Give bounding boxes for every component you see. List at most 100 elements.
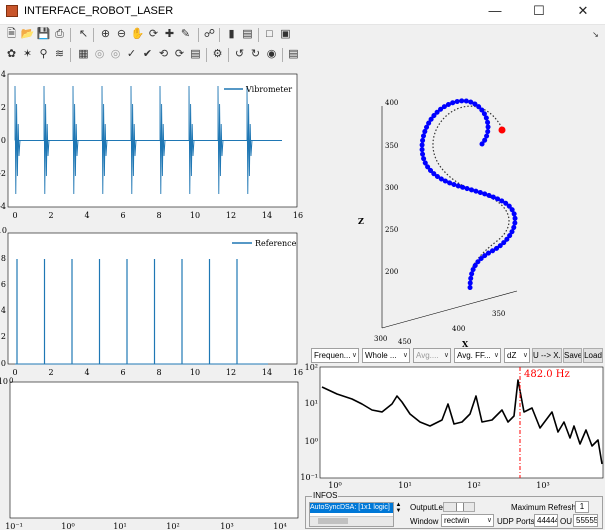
slider-thumb[interactable] <box>456 503 464 511</box>
tool-l-icon[interactable]: ▤ <box>190 48 201 60</box>
reference-axes <box>7 232 298 365</box>
y-tick: 0 <box>9 377 13 385</box>
x-tick: 6 <box>120 211 125 220</box>
new-figure-icon[interactable]: 🗎 <box>7 28 16 40</box>
ou-label: OU <box>560 517 572 526</box>
link-icon[interactable]: ☍ <box>203 28 216 40</box>
data-cursor-icon[interactable]: ✚ <box>164 28 175 40</box>
tool-i-icon[interactable]: ✔ <box>142 48 153 60</box>
tool-q-icon[interactable]: ▤ <box>288 48 299 60</box>
tool-p-icon[interactable]: ◉ <box>266 48 277 60</box>
legend-icon[interactable]: ▤ <box>242 28 253 40</box>
x-tick: 16 <box>293 368 303 377</box>
max-refresh-label: Maximum Refresh <box>511 503 576 512</box>
x-tick: 12 <box>226 368 236 377</box>
y-tick: 300 <box>374 335 387 343</box>
vibration-burst <box>246 85 253 195</box>
reference-plot[interactable]: 10 8 6 4 2 0 0 2 4 6 8 10 12 14 16 Refer… <box>0 225 303 385</box>
vibration-burst <box>101 85 108 195</box>
tool-d-icon[interactable]: ≋ <box>54 48 65 60</box>
udp-port-out-input[interactable]: 55555 <box>573 514 598 527</box>
x-tick: 8 <box>156 368 161 377</box>
tool-k-icon[interactable]: ⟳ <box>174 48 185 60</box>
pan-icon[interactable]: ✋ <box>130 28 145 40</box>
x-tick: 10³ <box>220 522 233 530</box>
x-tick: 6 <box>120 368 125 377</box>
close-button[interactable]: ✕ <box>577 3 589 18</box>
toolbar-overflow-icon[interactable]: ↘ <box>592 30 599 39</box>
y-tick: 10⁰ <box>305 437 318 446</box>
y-tick: 0 <box>1 359 6 368</box>
maximize-button[interactable]: ☐ <box>533 3 545 18</box>
tool-c-icon[interactable]: ⚲ <box>39 48 48 60</box>
x-tick: 14 <box>262 211 272 220</box>
x-tick: 4 <box>84 211 89 220</box>
settings-icon[interactable]: ⚙ <box>212 48 223 60</box>
output-level-label: OutputLe <box>410 503 443 512</box>
log-axes <box>9 381 299 519</box>
vibrometer-plot[interactable]: 4 2 0 -2 -4 0 2 4 6 8 10 12 14 16 Vibrom… <box>0 66 303 226</box>
load-button[interactable]: Load <box>583 348 603 363</box>
infos-list-item[interactable]: AutoSyncDSA: [1x1 logic] <box>310 503 393 513</box>
save-icon[interactable]: 💾 <box>36 28 51 40</box>
avg-select[interactable]: Avg.... ∨ <box>413 348 451 363</box>
vibration-burst <box>43 85 50 195</box>
pointer-icon[interactable]: ↖ <box>78 28 89 40</box>
vibration-burst <box>159 85 166 195</box>
tool-g-icon[interactable]: ◎ <box>110 48 121 60</box>
infos-listbox[interactable]: AutoSyncDSA: [1x1 logic] <box>309 502 394 527</box>
tool-o-icon[interactable]: ↻ <box>250 48 261 60</box>
brush-icon[interactable]: ✎ <box>180 28 191 40</box>
whole-select[interactable]: Whole ... ∨ <box>362 348 410 363</box>
tool-h-icon[interactable]: ✓ <box>126 48 137 60</box>
tool-b-icon[interactable]: ✶ <box>22 48 33 60</box>
listbox-spinner-icon[interactable]: ▲ ▼ <box>395 502 402 514</box>
avg-fft-select[interactable]: Avg. FF... ∨ <box>454 348 501 363</box>
reference-trajectory <box>432 105 510 282</box>
x-tick: 10² <box>166 522 179 530</box>
rotate-icon[interactable]: ⟳ <box>148 28 159 40</box>
scrollbar-thumb[interactable] <box>318 518 348 524</box>
y-tick: 2 <box>1 103 6 112</box>
save-button[interactable]: Save <box>563 348 582 363</box>
udp-port-in-input[interactable]: 44444 <box>534 514 558 527</box>
minimize-button[interactable]: — <box>488 3 502 18</box>
frequency-select[interactable]: Frequen... ∨ <box>311 348 359 363</box>
vibration-burst <box>72 85 79 195</box>
max-refresh-input[interactable]: 1 <box>575 501 589 513</box>
tool-f-icon[interactable]: ◎ <box>94 48 105 60</box>
output-level-slider[interactable] <box>443 502 475 512</box>
x-tick: 10⁰ <box>61 522 74 530</box>
window-label: Window <box>410 517 439 526</box>
colorbar-icon[interactable]: ▮ <box>228 28 235 40</box>
z-tick: 250 <box>385 226 398 234</box>
y-tick: -4 <box>0 202 6 211</box>
horizontal-scrollbar[interactable] <box>310 516 393 526</box>
print-icon[interactable]: ⎙ <box>55 28 64 40</box>
zoom-out-icon[interactable]: ⊖ <box>116 28 127 40</box>
custom-toolbar: ✿ ✶ ⚲ ≋ ▦ ◎ ◎ ✓ ✔ ⟲ ⟳ ▤ ⚙ ↺ ↻ ◉ ▤ <box>0 45 605 65</box>
u-to-x-button[interactable]: U --> X... <box>532 348 562 363</box>
z-axis-label: Z <box>358 216 364 226</box>
current-position-marker <box>498 126 506 134</box>
zoom-in-icon[interactable]: ⊕ <box>100 28 111 40</box>
hide-plot-tools-icon[interactable]: □ <box>266 28 273 40</box>
trajectory-3d-plot[interactable]: 400 350 300 250 200 Z 450 400 X 350 300 <box>302 66 605 349</box>
x-tick: 0 <box>12 211 17 220</box>
show-plot-tools-icon[interactable]: ▣ <box>280 28 291 40</box>
y-tick: 2 <box>1 332 6 341</box>
y-tick: 6 <box>1 280 6 289</box>
grid-icon[interactable]: ▦ <box>78 48 89 60</box>
window-select[interactable]: rectwin ∨ <box>441 514 494 527</box>
y-axis <box>461 290 518 307</box>
vibration-burst <box>130 85 137 195</box>
tool-a-icon[interactable]: ✿ <box>6 48 17 60</box>
x-axis-label: X <box>462 339 469 349</box>
spectrum-plot[interactable]: 10² 10¹ 10⁰ 10⁻¹ 10⁰ 10¹ 10² 10³ 482.0 H… <box>300 360 605 492</box>
open-icon[interactable]: 📂 <box>20 28 35 40</box>
y-tick: 4 <box>1 70 6 79</box>
tool-j-icon[interactable]: ⟲ <box>158 48 169 60</box>
dz-select[interactable]: dZ ∨ <box>504 348 530 363</box>
log-plot[interactable]: 10 0 10⁻¹ 10⁰ 10¹ 10² 10³ 10⁴ <box>0 377 302 530</box>
tool-n-icon[interactable]: ↺ <box>234 48 245 60</box>
